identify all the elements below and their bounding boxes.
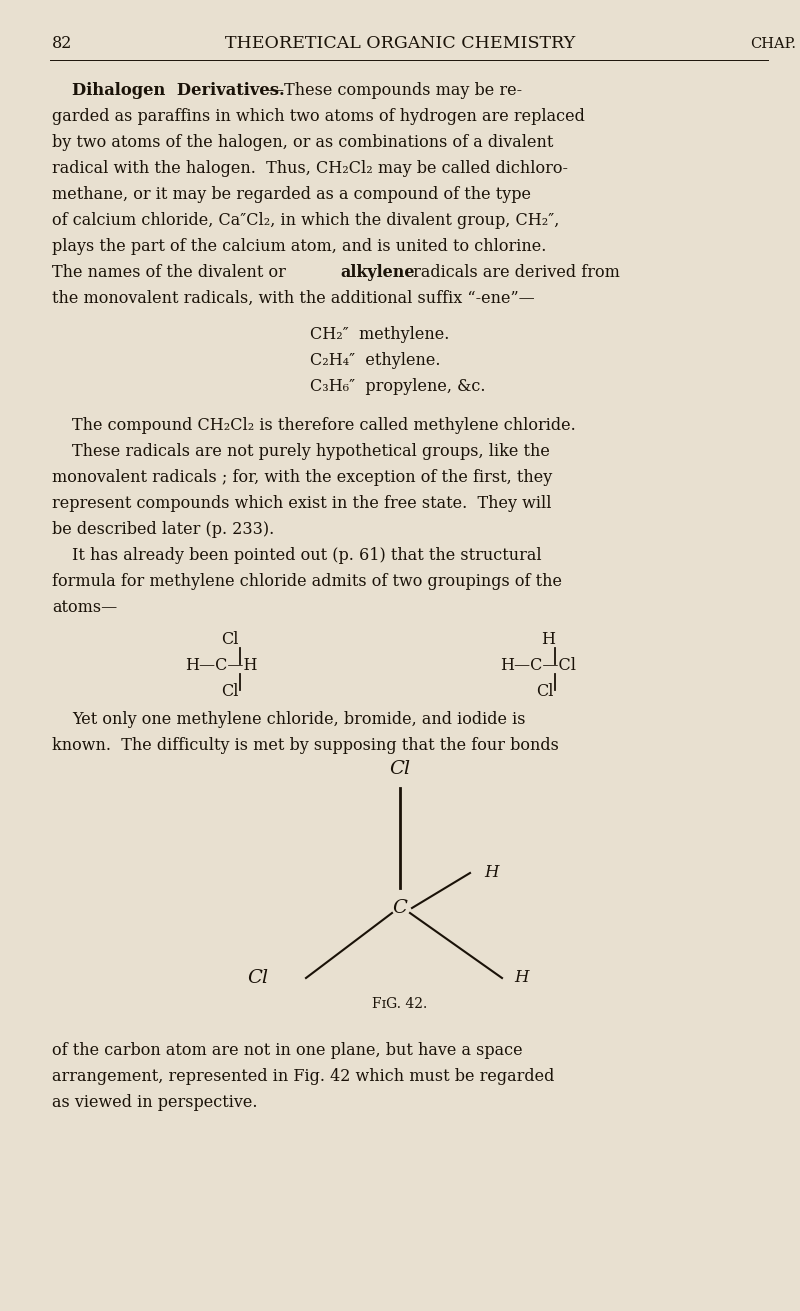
Text: It has already been pointed out (p. 61) that the structural: It has already been pointed out (p. 61) … <box>72 548 542 565</box>
Text: H—C—H: H—C—H <box>185 657 258 674</box>
Text: C₃H₆″  propylene, &c.: C₃H₆″ propylene, &c. <box>310 379 486 396</box>
Text: H: H <box>514 970 529 986</box>
Text: —These compounds may be re-: —These compounds may be re- <box>268 83 522 100</box>
Text: The compound CH₂Cl₂ is therefore called methylene chloride.: The compound CH₂Cl₂ is therefore called … <box>72 417 576 434</box>
Text: THEORETICAL ORGANIC CHEMISTRY: THEORETICAL ORGANIC CHEMISTRY <box>225 35 575 52</box>
Text: known.  The difficulty is met by supposing that the four bonds: known. The difficulty is met by supposin… <box>52 737 559 754</box>
Text: garded as paraffins in which two atoms of hydrogen are replaced: garded as paraffins in which two atoms o… <box>52 108 585 125</box>
Text: as viewed in perspective.: as viewed in perspective. <box>52 1093 258 1110</box>
Text: CH₂″  methylene.: CH₂″ methylene. <box>310 326 450 343</box>
Text: C₂H₄″  ethylene.: C₂H₄″ ethylene. <box>310 353 441 370</box>
Text: 82: 82 <box>52 35 72 52</box>
Text: alkylene: alkylene <box>340 264 414 281</box>
Text: C: C <box>392 899 407 916</box>
Text: by two atoms of the halogen, or as combinations of a divalent: by two atoms of the halogen, or as combi… <box>52 134 554 151</box>
Text: Yet only one methylene chloride, bromide, and iodide is: Yet only one methylene chloride, bromide… <box>72 711 526 728</box>
Text: FɪG. 42.: FɪG. 42. <box>372 996 428 1011</box>
Text: The names of the divalent or: The names of the divalent or <box>52 264 291 281</box>
Text: atoms—: atoms— <box>52 599 118 616</box>
Text: Cl: Cl <box>222 683 238 700</box>
Text: arrangement, represented in Fig. 42 which must be regarded: arrangement, represented in Fig. 42 whic… <box>52 1067 554 1084</box>
Text: the monovalent radicals, with the additional suffix “-ene”—: the monovalent radicals, with the additi… <box>52 290 534 307</box>
Text: monovalent radicals ; for, with the exception of the first, they: monovalent radicals ; for, with the exce… <box>52 469 552 486</box>
Text: These radicals are not purely hypothetical groups, like the: These radicals are not purely hypothetic… <box>72 443 550 460</box>
Text: H: H <box>541 631 555 648</box>
Text: represent compounds which exist in the free state.  They will: represent compounds which exist in the f… <box>52 496 551 513</box>
Text: H: H <box>484 864 498 881</box>
Text: H—C—Cl: H—C—Cl <box>500 657 576 674</box>
Text: methane, or it may be regarded as a compound of the type: methane, or it may be regarded as a comp… <box>52 186 531 203</box>
Text: radical with the halogen.  Thus, CH₂Cl₂ may be called dichloro-: radical with the halogen. Thus, CH₂Cl₂ m… <box>52 160 568 177</box>
Text: of the carbon atom are not in one plane, but have a space: of the carbon atom are not in one plane,… <box>52 1042 522 1059</box>
Text: formula for methylene chloride admits of two groupings of the: formula for methylene chloride admits of… <box>52 573 562 590</box>
Text: be described later (p. 233).: be described later (p. 233). <box>52 522 274 539</box>
Text: Cl: Cl <box>247 969 268 987</box>
Text: Dihalogen  Derivatives.: Dihalogen Derivatives. <box>72 83 285 100</box>
Text: plays the part of the calcium atom, and is united to chlorine.: plays the part of the calcium atom, and … <box>52 239 546 256</box>
Text: Cl: Cl <box>390 760 410 777</box>
Text: radicals are derived from: radicals are derived from <box>408 264 620 281</box>
Text: Cl: Cl <box>536 683 554 700</box>
Text: Cl: Cl <box>222 631 238 648</box>
Text: of calcium chloride, Ca″Cl₂, in which the divalent group, CH₂″,: of calcium chloride, Ca″Cl₂, in which th… <box>52 212 559 229</box>
Text: CHAP.: CHAP. <box>750 37 796 51</box>
